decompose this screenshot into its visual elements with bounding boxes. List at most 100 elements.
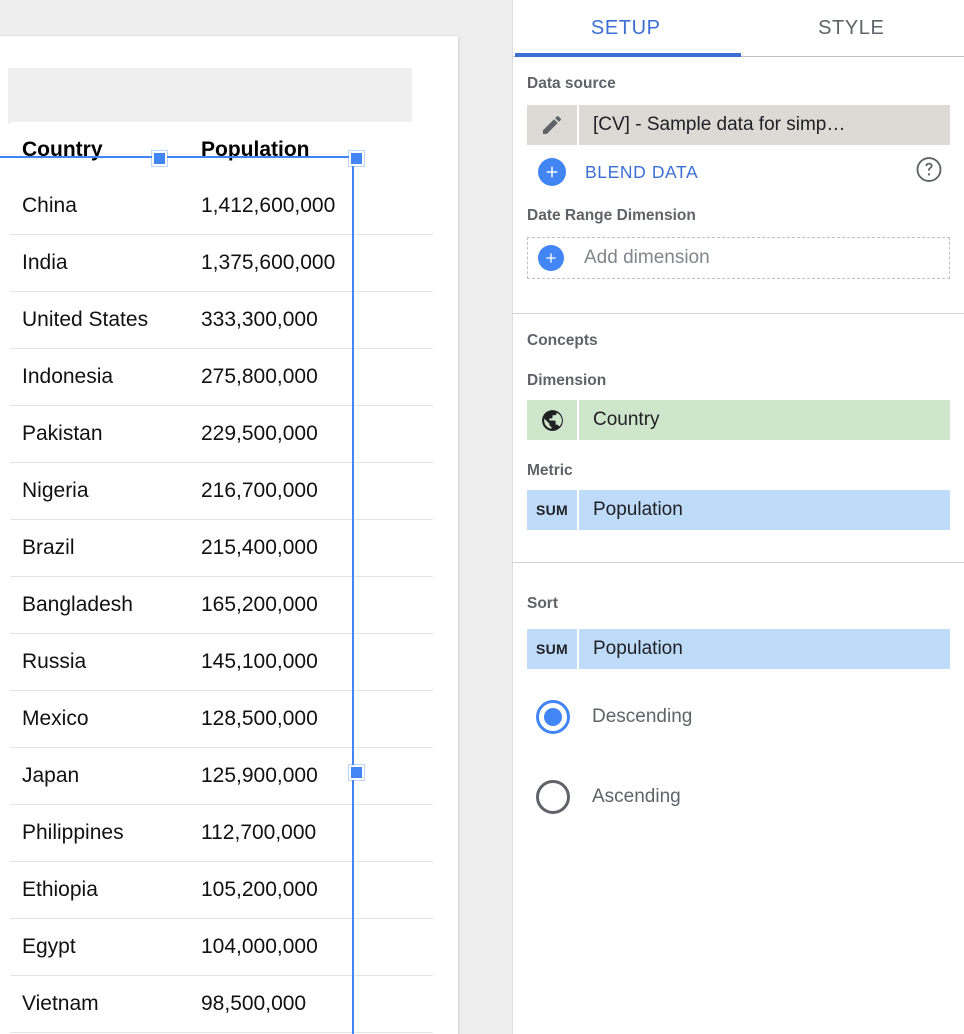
- table-cell-country: Nigeria: [22, 479, 89, 502]
- table-cell-country: Mexico: [22, 707, 89, 730]
- table-row[interactable]: DR Congo95,900,000: [10, 1032, 433, 1034]
- blend-data-row[interactable]: BLEND DATA: [527, 149, 950, 195]
- report-page[interactable]: Country Population China 1,412,600,000 Ind…: [0, 36, 458, 1034]
- radio-unselected-icon[interactable]: [536, 780, 570, 814]
- table-cell-population: 216,700,000: [201, 479, 318, 502]
- add-dimension-label: Add dimension: [584, 247, 710, 268]
- sort-section: Sort SUM Population Descending Ascending: [513, 563, 964, 825]
- table-row[interactable]: Mexico 128,500,000: [10, 690, 433, 748]
- column-header-country[interactable]: Country: [22, 138, 103, 161]
- table-row[interactable]: United States 333,300,000: [10, 291, 433, 349]
- table-cell-country: India: [22, 251, 68, 274]
- table-cell-country: Brazil: [22, 536, 75, 559]
- table-cell-population: 104,000,000: [201, 935, 318, 958]
- report-page-inner: Country Population China 1,412,600,000 Ind…: [0, 36, 458, 1034]
- table-row[interactable]: Egypt 104,000,000: [10, 918, 433, 976]
- data-source-section-label: Data source: [527, 75, 616, 92]
- help-circle-icon[interactable]: [914, 155, 944, 190]
- table-row[interactable]: Russia 145,100,000: [10, 633, 433, 691]
- radio-selected-icon[interactable]: [536, 700, 570, 734]
- plus-circle-icon[interactable]: [538, 158, 566, 186]
- report-canvas-area: Country Population China 1,412,600,000 Ind…: [0, 36, 458, 1034]
- selection-handle-top-center[interactable]: [152, 151, 167, 166]
- tab-style[interactable]: STYLE: [818, 17, 885, 39]
- selection-handle-middle-right[interactable]: [349, 765, 364, 780]
- table-row[interactable]: Brazil 215,400,000: [10, 519, 433, 577]
- tab-active-indicator: [515, 53, 741, 57]
- table-cell-population: 145,100,000: [201, 650, 318, 673]
- table-cell-population: 215,400,000: [201, 536, 318, 559]
- table-row[interactable]: Nigeria 216,700,000: [10, 462, 433, 520]
- table-row[interactable]: Bangladesh 165,200,000: [10, 576, 433, 634]
- add-dimension-dropzone[interactable]: Add dimension: [527, 237, 950, 279]
- spacer-2: [513, 530, 964, 562]
- data-source-name[interactable]: [CV] - Sample data for simp…: [579, 105, 950, 145]
- sort-option-ascending[interactable]: Ascending: [527, 769, 950, 825]
- data-table: Country Population China 1,412,600,000 Ind…: [10, 122, 433, 1034]
- sort-chip-population[interactable]: SUM Population: [527, 629, 950, 669]
- sort-aggregation-badge[interactable]: SUM: [527, 629, 577, 669]
- dimension-label: Dimension: [527, 372, 607, 389]
- table-cell-country: Egypt: [22, 935, 76, 958]
- table-row[interactable]: China 1,412,600,000: [10, 178, 433, 235]
- tab-setup[interactable]: SETUP: [590, 17, 661, 39]
- section-divider-1: [513, 313, 964, 314]
- table-row[interactable]: Ethiopia 105,200,000: [10, 861, 433, 919]
- table-header: Country Population: [10, 122, 433, 178]
- globe-icon: [527, 400, 577, 440]
- table-header-row: Country Population: [10, 122, 433, 178]
- column-header-population[interactable]: Population: [201, 138, 310, 161]
- sort-option-descending[interactable]: Descending: [527, 689, 950, 745]
- table-row[interactable]: Vietnam 98,500,000: [10, 975, 433, 1033]
- table-row[interactable]: India 1,375,600,000: [10, 234, 433, 292]
- table-body: China 1,412,600,000 India 1,375,600,000 Unit…: [10, 178, 433, 1034]
- table-cell-population: 98,500,000: [201, 992, 307, 1015]
- metric-chip-population[interactable]: SUM Population: [527, 490, 950, 530]
- data-source-section: Data source [CV] - Sample data for simp……: [513, 57, 964, 279]
- blend-data-label[interactable]: BLEND DATA: [585, 161, 699, 182]
- table-cell-population: 275,800,000: [201, 365, 318, 388]
- table-cell-population: 128,500,000: [201, 707, 318, 730]
- table-cell-population: 105,200,000: [201, 878, 318, 901]
- table-cell-country: Philippines: [22, 821, 124, 844]
- table-row[interactable]: Philippines 112,700,000: [10, 804, 433, 862]
- data-source-row[interactable]: [CV] - Sample data for simp…: [527, 105, 950, 145]
- table-cell-country: Ethiopia: [22, 878, 98, 901]
- table-cell-population: 333,300,000: [201, 308, 318, 331]
- table-row[interactable]: Pakistan 229,500,000: [10, 405, 433, 463]
- metric-label: Metric: [527, 462, 573, 479]
- concepts-section: Concepts Dimension Country Metric SUM Po…: [513, 314, 964, 530]
- plus-circle-icon[interactable]: [538, 245, 564, 271]
- sort-option-descending-label[interactable]: Descending: [592, 706, 693, 727]
- radio-dot: [544, 708, 562, 726]
- table-row[interactable]: Japan 125,900,000: [10, 747, 433, 805]
- table-cell-country: Pakistan: [22, 422, 103, 445]
- sort-option-ascending-label[interactable]: Ascending: [592, 786, 681, 807]
- table-row[interactable]: Indonesia 275,800,000: [10, 348, 433, 406]
- dimension-chip-country[interactable]: Country: [527, 400, 950, 440]
- properties-panel: SETUP STYLE Data source [CV] - Sample da…: [512, 0, 964, 1034]
- dimension-chip-name[interactable]: Country: [579, 400, 950, 440]
- table-cell-country: Indonesia: [22, 365, 114, 388]
- table-cell-country: United States: [22, 308, 149, 331]
- table-cell-country: Russia: [22, 650, 87, 673]
- spacer-1: [513, 279, 964, 313]
- table-cell-population: 229,500,000: [201, 422, 318, 445]
- concepts-section-label: Concepts: [527, 332, 598, 349]
- table-cell-population: 165,200,000: [201, 593, 318, 616]
- sort-chip-name[interactable]: Population: [579, 629, 950, 669]
- panel-tabs: SETUP STYLE: [513, 0, 964, 57]
- metric-chip-name[interactable]: Population: [579, 490, 950, 530]
- selection-handle-top-right[interactable]: [349, 151, 364, 166]
- table-cell-country: China: [22, 194, 77, 217]
- table-cell-country: Japan: [22, 764, 80, 787]
- pencil-icon[interactable]: [527, 105, 577, 145]
- table-chart-widget[interactable]: Country Population China 1,412,600,000 Ind…: [10, 122, 433, 1034]
- table-cell-population: 112,700,000: [201, 821, 317, 844]
- section-divider-2: [513, 562, 964, 563]
- table-cell-population: 125,900,000: [201, 764, 318, 787]
- placeholder-block[interactable]: [8, 68, 412, 124]
- metric-aggregation-badge[interactable]: SUM: [527, 490, 577, 530]
- table-cell-population: 1,412,600,000: [201, 194, 336, 217]
